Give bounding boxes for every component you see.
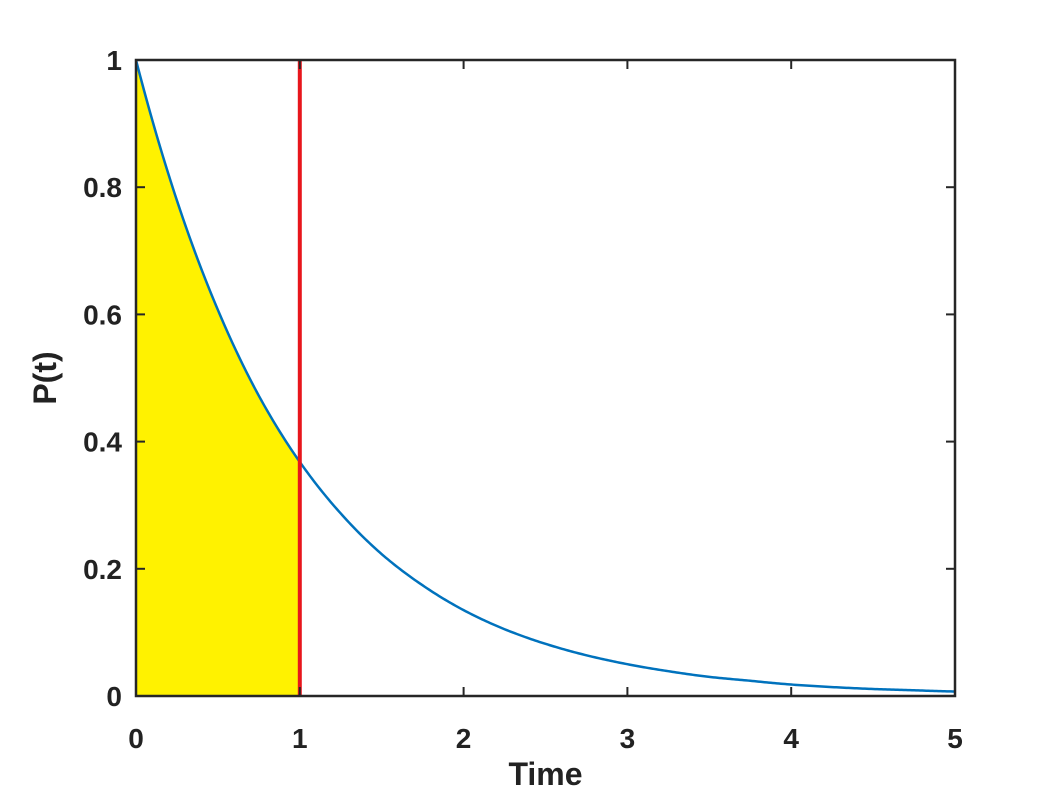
x-tick-label: 4: [783, 723, 799, 754]
y-tick-labels: 0 0.2 0.4 0.6 0.8 1: [83, 45, 122, 712]
y-tick-label: 0.6: [83, 299, 122, 330]
y-tick-label: 0: [106, 681, 122, 712]
shaded-area: [136, 60, 300, 696]
x-tick-label: 1: [292, 723, 308, 754]
x-ticks: [298, 60, 793, 696]
y-tick-label: 0.4: [83, 427, 122, 458]
x-axis-label: Time: [508, 756, 582, 787]
series-line: [134, 59, 956, 693]
y-axis-label: P(t): [27, 351, 63, 404]
axes-box: [134, 58, 957, 698]
x-tick-label: 2: [456, 723, 472, 754]
x-tick-label: 3: [620, 723, 636, 754]
y-tick-label: 0.2: [83, 554, 122, 585]
y-ticks: [136, 186, 955, 570]
x-tick-label: 0: [128, 723, 144, 754]
x-tick-label: 5: [947, 723, 963, 754]
y-tick-label: 1: [106, 45, 122, 76]
x-tick-labels: 0 1 2 3 4 5: [128, 723, 963, 754]
y-tick-label: 0.8: [83, 172, 122, 203]
